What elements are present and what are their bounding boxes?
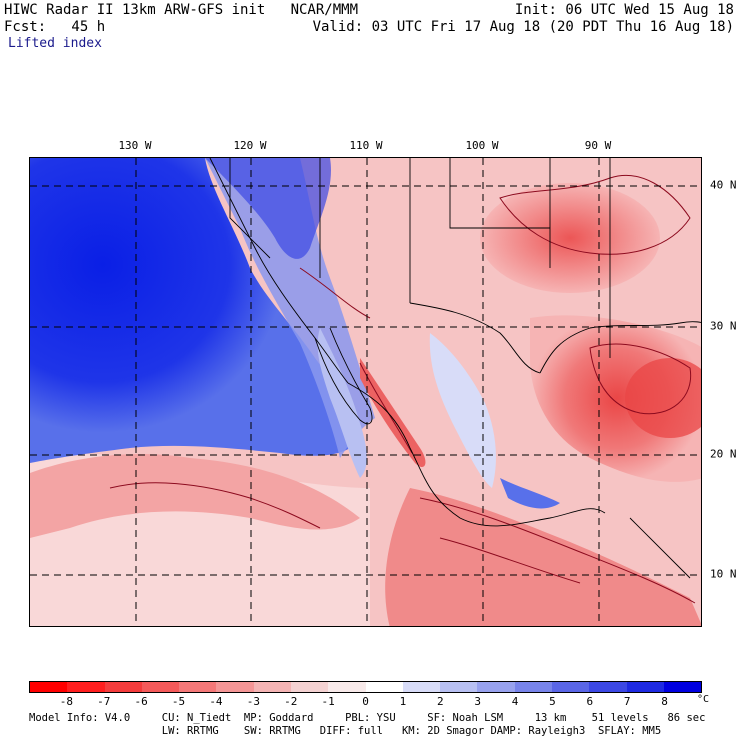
political-boundaries bbox=[209, 158, 701, 579]
lon-label-100w: 100 W bbox=[465, 139, 499, 152]
lat-label-10n: 10 N bbox=[710, 567, 737, 581]
colorbar-tick-label: 8 bbox=[661, 695, 668, 708]
sierra-madre-unstable bbox=[360, 358, 426, 468]
colorbar-segment bbox=[551, 682, 590, 692]
model-info-line-2: LW: RRTMG SW: RRTMG DIFF: full KM: 2D Sm… bbox=[29, 725, 662, 737]
colorbar-segment bbox=[179, 682, 217, 692]
lat-label-40n: 40 N bbox=[710, 178, 737, 192]
colorbar-segment bbox=[141, 682, 180, 692]
colorbar-tick-label: -7 bbox=[97, 695, 111, 708]
colorbar-tick-label: 5 bbox=[549, 695, 556, 708]
lon-label-110w: 110 W bbox=[349, 139, 383, 152]
colorbar-tick-label: -1 bbox=[321, 695, 335, 708]
colorbar-tick-label: -6 bbox=[134, 695, 148, 708]
colorbar-tick-label: 6 bbox=[586, 695, 594, 708]
colorbar-tick-label: 1 bbox=[399, 695, 407, 708]
florida-unstable-core bbox=[625, 358, 701, 438]
lat-label-30n: 30 N bbox=[710, 319, 737, 333]
colorbar-tick-label: -5 bbox=[171, 695, 186, 708]
colorbar-tick-label: 4 bbox=[511, 695, 519, 708]
lon-label-130w: 130 W bbox=[118, 139, 152, 152]
field-name: Lifted index bbox=[8, 36, 102, 51]
colorbar-segment bbox=[67, 682, 105, 692]
colorbar-tick-label: 2 bbox=[436, 695, 444, 708]
colorbar-segment bbox=[514, 682, 552, 692]
colorbar-segment bbox=[402, 682, 441, 692]
header-forecast-hour: Fcst: 45 h bbox=[4, 19, 106, 35]
colorbar-segment bbox=[589, 682, 627, 692]
colorbar-unit: °C bbox=[697, 694, 710, 705]
isthmus-stable bbox=[500, 478, 560, 509]
colorbar-tick-label: 0 bbox=[362, 695, 369, 708]
colorbar-segment bbox=[663, 682, 702, 692]
colorbar-tick-label: 3 bbox=[474, 695, 481, 708]
colorbar-segment bbox=[365, 682, 403, 692]
gulf-unstable-region bbox=[530, 315, 701, 482]
baja-stable-tongue bbox=[317, 328, 367, 478]
pacific-coast-unstable bbox=[385, 488, 701, 626]
colorbar-tick-label: 7 bbox=[623, 695, 631, 708]
colorbar-segment bbox=[253, 682, 291, 692]
pacific-unstable-band bbox=[30, 453, 360, 538]
lifted-index-map bbox=[29, 157, 702, 627]
lifted-index-contours bbox=[109, 174, 696, 604]
header-title-line: HIWC Radar II 13km ARW-GFS init NCAR/MMM bbox=[4, 2, 359, 18]
colorbar-segment bbox=[477, 682, 515, 692]
lat-label-20n: 20 N bbox=[710, 447, 737, 461]
header-init-time: Init: 06 UTC Wed 15 Aug 18 bbox=[514, 2, 734, 18]
colorbar-tick-label: -4 bbox=[209, 695, 223, 708]
pacific-stable-region bbox=[30, 158, 360, 463]
colorbar-tick-label: -8 bbox=[59, 695, 73, 708]
colorbar-segment bbox=[30, 682, 68, 692]
map-canvas bbox=[30, 158, 701, 626]
colorbar bbox=[29, 681, 702, 693]
mexico-plateau-stable bbox=[429, 333, 496, 488]
colorbar-segment bbox=[216, 682, 254, 692]
colorbar-segment bbox=[104, 682, 142, 692]
colorbar-segment bbox=[290, 682, 329, 692]
lon-label-120w: 120 W bbox=[233, 139, 267, 152]
colorbar-tick-label: -2 bbox=[284, 695, 298, 708]
colorbar-segment bbox=[626, 682, 664, 692]
plains-unstable-core bbox=[480, 183, 660, 293]
colorbar-tick-label: -3 bbox=[246, 695, 260, 708]
colorbar-segment bbox=[440, 682, 478, 692]
model-info-line-1: Model Info: V4.0 CU: N_Tiedt MP: Goddard… bbox=[29, 712, 706, 724]
lon-label-90w: 90 W bbox=[584, 139, 612, 152]
header-valid-time: Valid: 03 UTC Fri 17 Aug 18 (20 PDT Thu … bbox=[312, 19, 734, 35]
us-west-stable bbox=[205, 158, 331, 259]
colorbar-segment bbox=[328, 682, 366, 692]
lat-lon-grid bbox=[30, 158, 701, 626]
